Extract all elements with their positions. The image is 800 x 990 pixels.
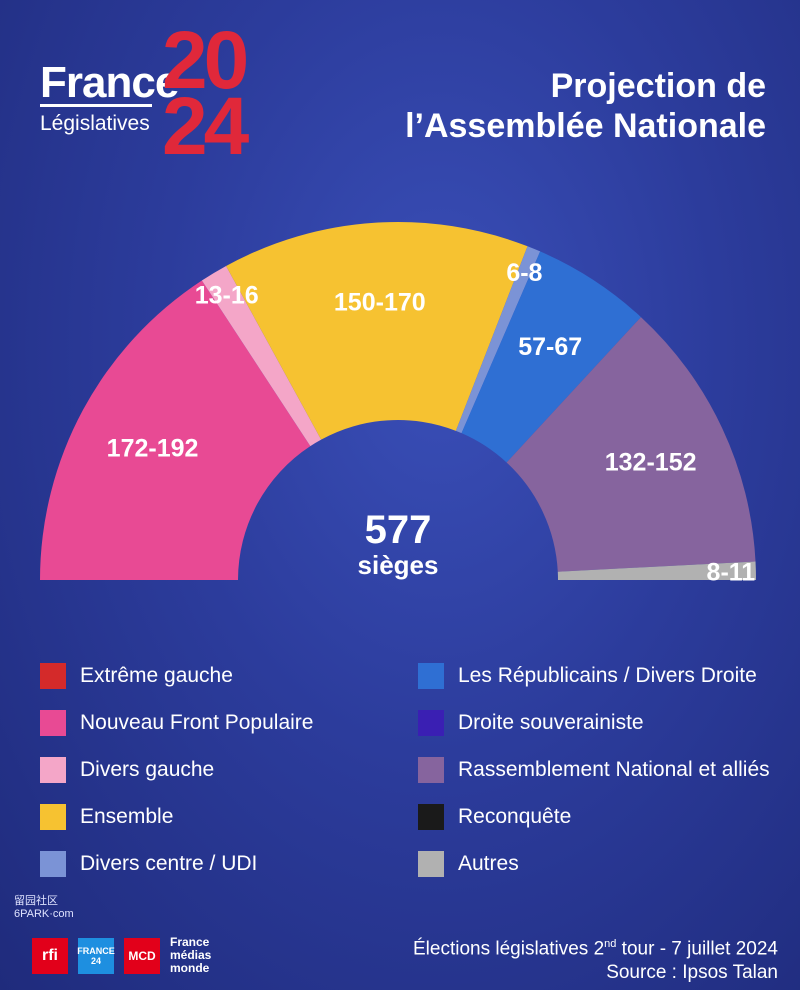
legend-swatch — [418, 662, 444, 689]
page-title: Projection de l’Assemblée Nationale — [405, 66, 766, 146]
fmm-logo: France médias monde — [170, 936, 211, 975]
watermark-line-2: 6PARK·com — [14, 908, 74, 920]
legend-swatch — [418, 850, 444, 877]
footer-line-1-sup: nd — [604, 938, 617, 950]
legend-label: Les Républicains / Divers Droite — [458, 663, 757, 687]
fmm-line-3: monde — [170, 961, 210, 975]
segment-les-r-publicains-divers-droite — [461, 251, 641, 463]
segment-label: 172-192 — [107, 434, 199, 462]
legend-swatch — [40, 662, 66, 689]
footer-source: Source : Ipsos Talan — [606, 962, 778, 984]
legend-item: Droite souverainiste — [418, 699, 770, 746]
legend-right: Les Républicains / Divers Droite Droite s… — [418, 652, 770, 887]
legend-swatch — [40, 850, 66, 877]
legend-swatch — [418, 756, 444, 783]
legend-label: Autres — [458, 851, 519, 875]
segment-label: 57-67 — [518, 333, 582, 361]
legend-item: Extrême gauche — [40, 652, 313, 699]
watermark-line-1: 留园社区 — [14, 895, 58, 907]
brand-subtitle: Législatives — [40, 112, 150, 135]
legend-item: Reconquête — [418, 793, 770, 840]
legend-item: Ensemble — [40, 793, 313, 840]
segment-divers-centre-udi — [455, 246, 541, 434]
legend-swatch — [40, 756, 66, 783]
legend-item: Rassemblement National et alliés — [418, 746, 770, 793]
footer-line-1-pre: Élections législatives 2 — [413, 938, 605, 960]
legend-left: Extrême gauche Nouveau Front Populaire Div… — [40, 652, 313, 887]
footer-line-1: Élections législatives 2nd tour - 7 juil… — [413, 932, 778, 961]
legend-item: Autres — [418, 840, 770, 887]
legend-swatch — [418, 803, 444, 830]
legend-label: Divers centre / UDI — [80, 851, 258, 875]
brand-france: France — [40, 58, 179, 107]
partner-logos: rfi FRANCE 24 MCD France médias monde — [32, 936, 211, 975]
legend-item: Divers gauche — [40, 746, 313, 793]
segment-label: 132-152 — [605, 449, 697, 477]
fmm-line-2: médias — [170, 948, 212, 962]
brand-rule — [40, 104, 152, 107]
segment-label: 8-11 — [707, 558, 756, 586]
legend-swatch — [40, 709, 66, 736]
footer-caption: Élections législatives 2nd tour - 7 juil… — [413, 932, 778, 985]
rfi-logo: rfi — [32, 937, 68, 974]
france24-logo: FRANCE 24 — [77, 937, 115, 974]
legend-label: Ensemble — [80, 804, 174, 828]
year-line-2: 24 — [162, 81, 249, 172]
legend-label: Droite souverainiste — [458, 710, 644, 734]
segment-label: 6-8 — [506, 259, 542, 287]
watermark: 留园社区 6PARK·com — [14, 892, 74, 920]
segment-label: 150-170 — [334, 289, 426, 317]
legend-swatch — [40, 803, 66, 830]
legend-label: Nouveau Front Populaire — [80, 710, 314, 734]
legend-swatch — [418, 709, 444, 736]
segment-divers-gauche — [201, 265, 322, 447]
segment-autres — [557, 561, 756, 580]
title-line-1: Projection de — [550, 67, 766, 105]
brand-year: 20 24 — [162, 15, 282, 172]
legend-label: Reconquête — [458, 804, 572, 828]
mcd-logo: MCD — [124, 937, 160, 974]
segment-label: 13-16 — [195, 281, 259, 309]
segment-nouveau-front-populaire — [40, 280, 311, 580]
segment-ensemble — [226, 222, 528, 440]
legend-item: Les Républicains / Divers Droite — [418, 652, 770, 699]
legend-label: Extrême gauche — [80, 663, 233, 687]
legend-label: Rassemblement National et alliés — [458, 757, 770, 781]
year-line-1: 20 — [162, 15, 249, 106]
title-line-2: l’Assemblée Nationale — [405, 107, 766, 145]
total-seats-label: sièges — [358, 550, 439, 580]
legend-label: Divers gauche — [80, 757, 215, 781]
fmm-line-1: France — [170, 935, 210, 949]
footer-line-1-post: tour - 7 juillet 2024 — [616, 938, 778, 960]
total-seats: 577 — [365, 508, 432, 552]
segment-rassemblement-national-et-alli-s — [506, 317, 756, 572]
legend-item: Divers centre / UDI — [40, 840, 313, 887]
legend-item: Nouveau Front Populaire — [40, 699, 313, 746]
